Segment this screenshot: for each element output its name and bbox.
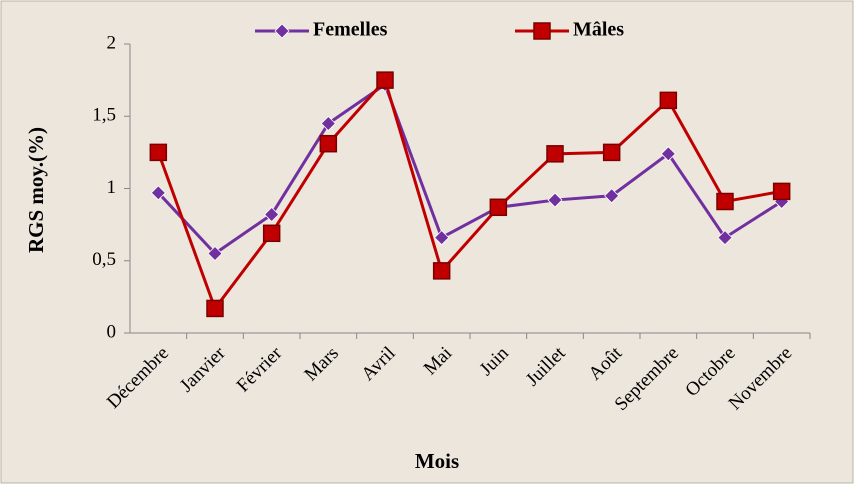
- data-point: [717, 230, 733, 246]
- legend-marker: [533, 22, 551, 40]
- y-tick-label: 1,5: [92, 105, 116, 126]
- data-point: [207, 245, 223, 262]
- data-point: [546, 145, 564, 163]
- data-point: [660, 146, 676, 162]
- x-axis-label: Mois: [415, 449, 459, 473]
- legend-label: Femelles: [313, 19, 388, 41]
- data-point: [604, 188, 620, 204]
- data-point: [150, 185, 166, 201]
- data-point: [772, 182, 791, 201]
- data-point: [376, 71, 394, 89]
- data-point: [264, 206, 280, 223]
- data-point: [659, 91, 678, 110]
- y-tick-label: 0: [107, 321, 117, 342]
- legend-label: Mâles: [573, 19, 624, 41]
- y-tick-label: 0,5: [92, 249, 116, 270]
- data-point: [319, 134, 338, 153]
- data-point: [206, 299, 224, 318]
- series-line: [157, 82, 783, 256]
- data-point: [547, 192, 563, 208]
- y-axis-label: RGS moy.(%): [24, 127, 48, 253]
- y-tick-label: 1: [107, 177, 117, 198]
- data-point: [716, 192, 734, 211]
- data-point: [434, 230, 450, 246]
- data-point: [432, 262, 451, 280]
- data-point: [602, 143, 621, 162]
- data-point: [320, 115, 336, 132]
- data-point: [262, 224, 281, 243]
- data-point: [489, 198, 508, 217]
- legend-marker: [274, 23, 290, 39]
- y-tick-label: 2: [107, 32, 117, 53]
- data-point: [149, 143, 168, 162]
- series-line: [156, 77, 782, 312]
